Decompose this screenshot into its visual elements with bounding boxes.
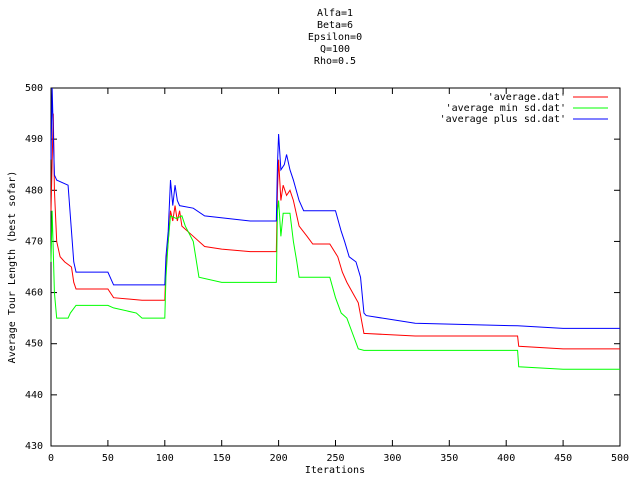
x-tick-label: 200 (270, 453, 288, 464)
x-tick-label: 100 (156, 453, 174, 464)
y-axis-label: Average Tour Length (best sofar) (7, 171, 18, 364)
x-tick-label: 150 (213, 453, 231, 464)
x-axis-label: Iterations (305, 465, 365, 476)
y-tick-label: 490 (25, 134, 43, 145)
chart-title: Beta=6 (317, 20, 353, 31)
x-tick-label: 0 (48, 453, 54, 464)
chart-title: Epsilon=0 (308, 32, 362, 43)
y-tick-label: 500 (25, 83, 43, 94)
x-tick-label: 500 (611, 453, 629, 464)
y-tick-label: 460 (25, 288, 43, 299)
x-tick-label: 400 (497, 453, 515, 464)
series-line (50, 200, 620, 370)
series-line (50, 87, 620, 329)
x-tick-label: 300 (383, 453, 401, 464)
series-line (50, 113, 620, 350)
y-tick-label: 450 (25, 339, 43, 350)
y-tick-label: 480 (25, 185, 43, 196)
y-tick-label: 440 (25, 390, 43, 401)
chart-title: Q=100 (320, 44, 350, 55)
x-tick-label: 250 (326, 453, 344, 464)
y-tick-label: 430 (25, 441, 43, 452)
x-tick-label: 450 (554, 453, 572, 464)
y-tick-label: 470 (25, 236, 43, 247)
legend-label: 'average min sd.dat' (446, 103, 566, 114)
legend-label: 'average plus sd.dat' (440, 114, 566, 125)
chart-title: Alfa=1 (317, 8, 353, 19)
legend-label: 'average.dat' (488, 92, 566, 103)
x-tick-label: 50 (102, 453, 114, 464)
x-tick-label: 350 (440, 453, 458, 464)
chart-title: Rho=0.5 (314, 56, 356, 67)
